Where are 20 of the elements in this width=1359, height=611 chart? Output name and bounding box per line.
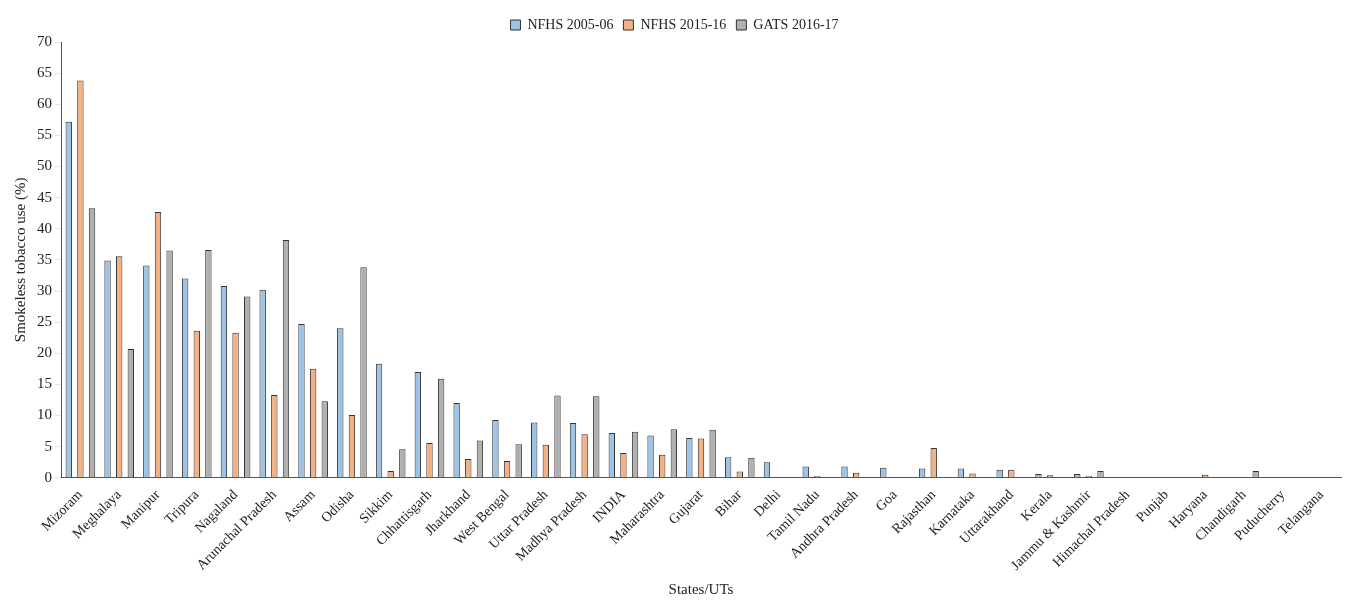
y-tick-label: 40 [37,219,52,236]
x-axis-title: States/UTs [668,580,734,597]
legend-label: GATS 2016-17 [753,16,839,32]
y-tick-label: 70 [37,32,52,49]
y-tick-label: 30 [37,281,52,298]
y-tick-label: 55 [37,126,52,143]
y-tick-label: 15 [37,375,52,392]
y-tick-label: 45 [37,188,52,205]
legend-label: NFHS 2005-06 [527,16,614,32]
y-tick-label: 65 [37,64,52,81]
legend-label: NFHS 2015-16 [640,16,727,32]
y-tick-label: 5 [44,437,52,454]
y-axis-title: Smokeless tobacco use (%) [11,177,29,343]
y-tick-label: 25 [37,313,52,330]
y-tick-label: 20 [37,344,52,361]
y-tick-label: 50 [37,157,52,174]
y-tick-label: 35 [37,250,52,267]
y-tick-label: 10 [37,406,52,423]
y-tick-label: 60 [37,95,52,112]
y-tick-label: 0 [44,468,52,485]
